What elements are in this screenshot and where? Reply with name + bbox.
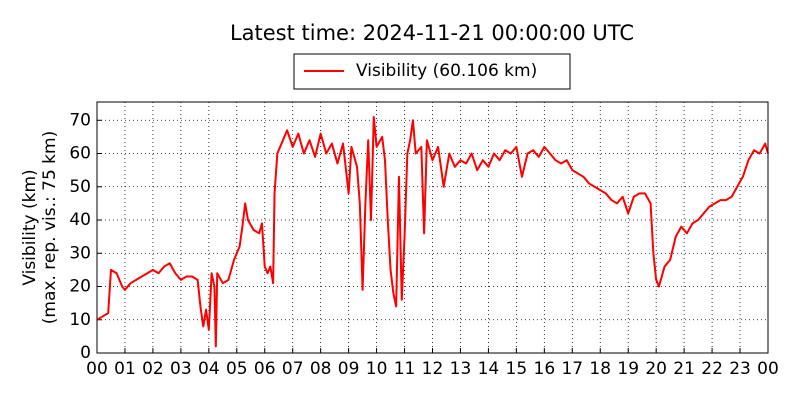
y-tick-label: 20	[69, 277, 91, 297]
x-tick-label: 10	[366, 359, 388, 379]
x-tick-label: 05	[226, 359, 248, 379]
x-tick-label: 20	[645, 359, 667, 379]
data-line	[96, 115, 769, 348]
x-tick-label: 13	[450, 359, 472, 379]
y-axis-label: Visibility (km)	[20, 169, 40, 285]
x-tick-label: 00	[757, 359, 779, 379]
y-axis-label: (max. rep. vis.: 75 km)	[40, 131, 60, 324]
y-tick-label: 0	[80, 343, 91, 363]
x-tick-label: 07	[282, 359, 304, 379]
legend-label: Visibility (60.106 km)	[356, 61, 537, 81]
y-tick-label: 60	[69, 144, 91, 164]
x-tick-label: 21	[673, 359, 695, 379]
x-tick-label: 02	[142, 359, 164, 379]
x-tick-label: 00	[86, 359, 108, 379]
y-tick-label: 50	[69, 177, 91, 197]
x-tick-label: 18	[589, 359, 611, 379]
x-tick-label: 14	[478, 359, 500, 379]
y-tick-label: 30	[69, 243, 91, 263]
x-tick-label: 17	[561, 359, 583, 379]
x-tick-label: 19	[617, 359, 639, 379]
y-tick-label: 70	[69, 110, 91, 130]
y-tick-label: 40	[69, 210, 91, 230]
x-tick-label: 04	[198, 359, 220, 379]
y-tick-label: 10	[69, 310, 91, 330]
x-tick-label: 09	[338, 359, 360, 379]
x-tick-label: 08	[310, 359, 332, 379]
x-tick-label: 12	[422, 359, 444, 379]
x-tick-label: 01	[114, 359, 136, 379]
x-tick-label: 23	[729, 359, 751, 379]
x-tick-label: 22	[701, 359, 723, 379]
x-tick-label: 15	[506, 359, 528, 379]
x-tick-label: 06	[254, 359, 276, 379]
legend: Visibility (60.106 km)	[293, 53, 571, 90]
x-tick-label: 16	[534, 359, 556, 379]
x-tick-label: 03	[170, 359, 192, 379]
x-tick-label: 11	[394, 359, 416, 379]
chart-title: Latest time: 2024-11-21 00:00:00 UTC	[230, 21, 634, 45]
plot-frame	[96, 101, 769, 354]
